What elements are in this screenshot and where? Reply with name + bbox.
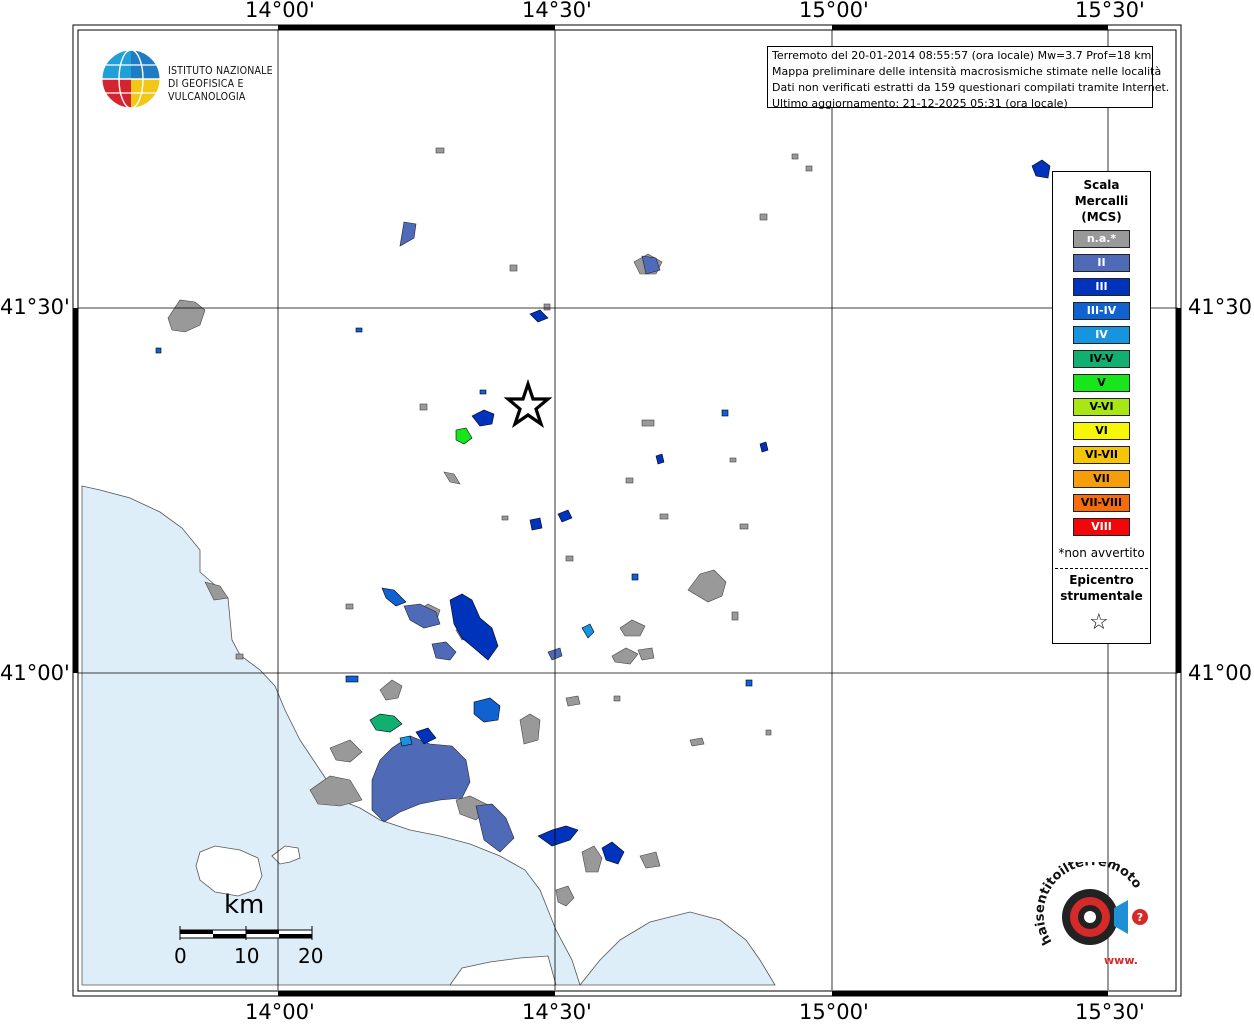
scale-tick-20: 20 — [298, 944, 324, 968]
legend-epicenter-line-1: Epicentro — [1069, 573, 1134, 587]
legend-swatch-vii: VII — [1073, 470, 1130, 488]
haisentito-logo-icon: ? haisentitoilterremoto.it www. — [1027, 851, 1148, 967]
legend-swatch-v-vi: V-VI — [1073, 398, 1130, 416]
localities-iv — [399, 623, 595, 747]
legend-title-line-1: Scala — [1083, 178, 1120, 192]
scale-unit: km — [224, 890, 265, 920]
localities-iii — [415, 159, 1051, 865]
legend-epicenter-label: Epicentro strumentale — [1053, 572, 1150, 604]
scale-bar-graphic — [179, 926, 313, 940]
scale-tick-10: 10 — [234, 944, 260, 968]
localities-small — [235, 147, 813, 736]
info-line-2: Mappa preliminare delle intensità macros… — [772, 65, 1162, 78]
lon-label-bottom-2: 14°30' — [522, 1000, 592, 1024]
legend-separator — [1055, 568, 1148, 569]
map-frame — [72, 24, 1182, 997]
ingv-logo: ISTITUTO NAZIONALE DI GEOFISICA E VULCAN… — [100, 48, 320, 110]
info-line-3: Dati non verificati estratti da 159 ques… — [772, 81, 1170, 94]
legend-swatch-iii-iv: III-IV — [1073, 302, 1130, 320]
scale-tick-0: 0 — [174, 944, 187, 968]
haisentito-badge: ? haisentitoilterremoto.it www. — [1027, 851, 1160, 972]
lon-label-bottom-4: 15°30' — [1075, 1000, 1145, 1024]
lon-label-top-2: 14°30' — [522, 0, 592, 22]
info-line-4: Ultimo aggiornamento: 21-12-2025 05:31 (… — [772, 97, 1068, 110]
lon-label-bottom-3: 15°00' — [799, 1000, 869, 1024]
legend-swatch-v: V — [1073, 374, 1130, 392]
lat-label-right-1: 41°30' — [1188, 295, 1254, 319]
mcs-legend: Scala Mercalli (MCS) n.a.* II III III-IV… — [1052, 171, 1151, 644]
legend-swatch-vi: VI — [1073, 422, 1130, 440]
legend-swatch-iii: III — [1073, 278, 1130, 296]
legend-note: *non avvertito — [1058, 546, 1145, 560]
localities-ii — [371, 221, 661, 853]
lat-label-left-2: 41°00' — [0, 661, 70, 685]
lat-label-left-1: 41°30' — [0, 295, 70, 319]
globe-icon — [101, 49, 161, 109]
lon-label-top-4: 15°30' — [1075, 0, 1145, 22]
logo-line-2: DI GEOFISICA E VULCANOLOGIA — [168, 78, 246, 103]
epicenter-star — [503, 378, 553, 429]
localities-small-blue — [155, 327, 753, 687]
legend-swatch-vii-viii: VII-VIII — [1073, 494, 1130, 512]
scale-bar: km 0 10 20 — [168, 890, 338, 980]
capri-island — [449, 955, 557, 986]
event-info-box: Terremoto del 20-01-2014 08:55:57 (ora l… — [767, 46, 1170, 110]
procida-island — [271, 845, 301, 865]
lon-label-top-3: 15°00' — [799, 0, 869, 22]
badge-url: www. — [1104, 954, 1138, 967]
legend-title: Scala Mercalli (MCS) — [1053, 177, 1150, 225]
info-line-1: Terremoto del 20-01-2014 08:55:57 (ora l… — [772, 49, 1152, 62]
legend-title-line-2: Mercalli — [1074, 194, 1129, 208]
legend-swatch-ii: II — [1073, 254, 1130, 272]
legend-swatch-na: n.a.* — [1073, 230, 1130, 248]
localities-v — [455, 427, 473, 445]
lon-label-top-1: 14°00' — [245, 0, 315, 22]
legend-title-line-3: (MCS) — [1081, 210, 1122, 224]
lon-label-bottom-1: 14°00' — [245, 1000, 315, 1024]
localities-iv-v — [369, 713, 403, 733]
legend-swatch-viii: VIII — [1073, 518, 1130, 536]
legend-star-icon: ☆ — [1089, 610, 1109, 635]
localities-iii-iv — [381, 587, 501, 723]
ischia-island — [195, 845, 263, 897]
legend-epicenter-line-2: strumentale — [1060, 589, 1143, 603]
legend-swatch-vi-vii: VI-VII — [1073, 446, 1130, 464]
legend-swatch-iv: IV — [1073, 326, 1130, 344]
lat-label-right-2: 41°00' — [1188, 661, 1254, 685]
legend-swatch-iv-v: IV-V — [1073, 350, 1130, 368]
logo-line-1: ISTITUTO NAZIONALE — [168, 65, 273, 77]
svg-text:?: ? — [1137, 911, 1143, 924]
